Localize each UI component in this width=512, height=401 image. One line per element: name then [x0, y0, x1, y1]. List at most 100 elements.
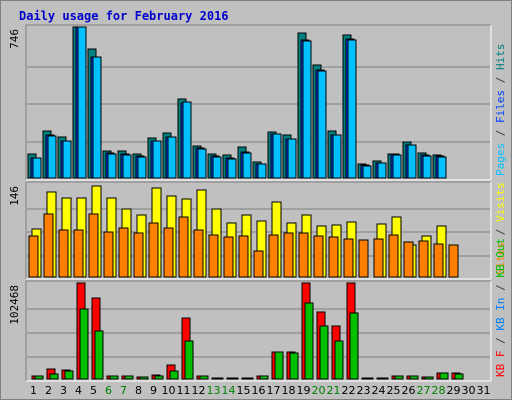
bar-hits-pages-day-13 [212, 156, 222, 179]
day-label-1: 1 [30, 384, 37, 397]
bar-visits-sites-day-5 [88, 213, 99, 278]
bar-visits-sites-day-21 [328, 236, 339, 278]
panel-hits-legend: Pages / Files / Hits [494, 44, 507, 177]
bar-hits-pages-day-3 [62, 140, 72, 179]
day-label-4: 4 [75, 384, 82, 397]
legend-entry-4: Hits [494, 44, 507, 71]
bar-hits-pages-day-21 [332, 134, 342, 179]
bar-kbytes-kb-out-day-4 [79, 308, 89, 380]
bar-visits-sites-day-29 [448, 244, 459, 278]
bar-visits-sites-day-16 [253, 250, 264, 278]
bar-visits-sites-day-4 [73, 229, 84, 278]
bar-kbytes-kb-out-day-27 [424, 376, 434, 380]
bar-hits-pages-day-8 [137, 156, 147, 179]
day-label-3: 3 [60, 384, 67, 397]
day-label-18: 18 [282, 384, 296, 397]
day-label-19: 19 [297, 384, 311, 397]
bar-hits-pages-day-28 [437, 156, 447, 179]
bar-visits-sites-day-20 [313, 235, 324, 278]
day-label-10: 10 [162, 384, 176, 397]
bar-kbytes-kb-out-day-24 [379, 377, 389, 380]
legend-entry-0: Pages [494, 143, 507, 176]
day-label-12: 12 [192, 384, 206, 397]
bar-hits-pages-day-2 [47, 135, 57, 179]
bar-kbytes-kb-out-day-26 [409, 375, 419, 380]
day-label-25: 25 [387, 384, 401, 397]
bar-hits-pages-day-26 [407, 144, 417, 179]
bar-visits-sites-day-23 [358, 239, 369, 278]
bar-visits-sites-day-6 [103, 231, 114, 278]
day-label-5: 5 [90, 384, 97, 397]
bar-kbytes-kb-out-day-10 [169, 370, 179, 380]
day-label-27: 27 [417, 384, 431, 397]
bar-kbytes-kb-out-day-5 [94, 330, 104, 380]
bar-visits-sites-day-14 [223, 236, 234, 278]
bar-hits-pages-day-10 [167, 136, 177, 179]
bar-kbytes-kb-out-day-7 [124, 375, 134, 380]
bar-kbytes-kb-out-day-23 [364, 377, 374, 380]
bar-hits-pages-day-15 [242, 152, 252, 179]
bar-kbytes-kb-out-day-15 [244, 377, 254, 380]
bar-visits-sites-day-8 [133, 232, 144, 278]
day-axis: 1 2 3 4 5 6 7 8 9 10 11 12 13 14 15 16 17 18 19 20 21 22 23 24 2… [30, 384, 491, 397]
day-label-2: 2 [45, 384, 52, 397]
bar-visits-sites-day-17 [268, 234, 279, 278]
day-label-11: 11 [177, 384, 191, 397]
bar-visits-sites-day-1 [28, 235, 39, 278]
bar-hits-pages-day-27 [422, 155, 432, 179]
day-label-20: 20 [312, 384, 326, 397]
bar-hits-pages-day-23 [362, 165, 372, 179]
bar-kbytes-kb-out-day-6 [109, 375, 119, 380]
day-label-17: 17 [267, 384, 281, 397]
bar-hits-pages-day-1 [32, 157, 42, 179]
bar-hits-pages-day-5 [92, 56, 102, 179]
bar-kbytes-kb-out-day-17 [274, 351, 284, 380]
bar-hits-pages-day-7 [122, 154, 132, 179]
legend-entry-1: / [494, 123, 507, 143]
bar-hits-pages-day-9 [152, 140, 162, 179]
bar-hits-pages-day-11 [182, 101, 192, 179]
day-label-26: 26 [402, 384, 416, 397]
bar-visits-sites-day-13 [208, 234, 219, 278]
bar-kbytes-kb-out-day-8 [139, 376, 149, 380]
panel-kbytes-legend: KB F / KB In / KB Out [494, 238, 507, 377]
bar-kbytes-kb-out-day-25 [394, 375, 404, 380]
day-label-29: 29 [447, 384, 461, 397]
bar-kbytes-kb-out-day-3 [64, 370, 74, 380]
bar-hits-pages-day-12 [197, 148, 207, 179]
panel-kbytes-max-label: 102468 [8, 285, 21, 325]
series-pages [32, 26, 447, 179]
bar-visits-sites-day-28 [433, 243, 444, 278]
bar-visits-sites-day-18 [283, 232, 294, 278]
day-label-14: 14 [222, 384, 236, 397]
bar-visits-sites-day-19 [298, 232, 309, 278]
bar-hits-pages-day-4 [77, 26, 87, 179]
panel-kbytes: 102468 KB F / KB In / KB Out [8, 238, 507, 382]
panel-visits: 146 Sites / Visits [8, 181, 507, 280]
day-label-13: 13 [207, 384, 221, 397]
bar-visits-sites-day-9 [148, 222, 159, 278]
bar-kbytes-kb-out-day-21 [334, 340, 344, 380]
series-kb-out [34, 302, 464, 380]
legend-entry-3: / [494, 70, 507, 90]
panel-visits-max-label: 146 [8, 186, 21, 206]
legend-entry-2: Files [494, 90, 507, 123]
day-label-23: 23 [357, 384, 371, 397]
legend-entry-2: KB In [494, 298, 507, 331]
bar-hits-pages-day-17 [272, 133, 282, 179]
day-label-7: 7 [120, 384, 127, 397]
panel-hits: 746 Pages / Files / Hits [8, 24, 507, 181]
bar-kbytes-kb-out-day-2 [49, 373, 59, 380]
legend-entry-1: / [494, 331, 507, 351]
bar-hits-pages-day-24 [377, 162, 387, 179]
bar-kbytes-kb-out-day-12 [199, 375, 209, 380]
day-label-21: 21 [327, 384, 341, 397]
bar-kbytes-kb-out-day-14 [229, 377, 239, 380]
bar-hits-pages-day-14 [227, 158, 237, 179]
day-label-28: 28 [432, 384, 446, 397]
day-label-22: 22 [342, 384, 356, 397]
bar-visits-sites-day-26 [403, 241, 414, 278]
day-label-31: 31 [477, 384, 491, 397]
